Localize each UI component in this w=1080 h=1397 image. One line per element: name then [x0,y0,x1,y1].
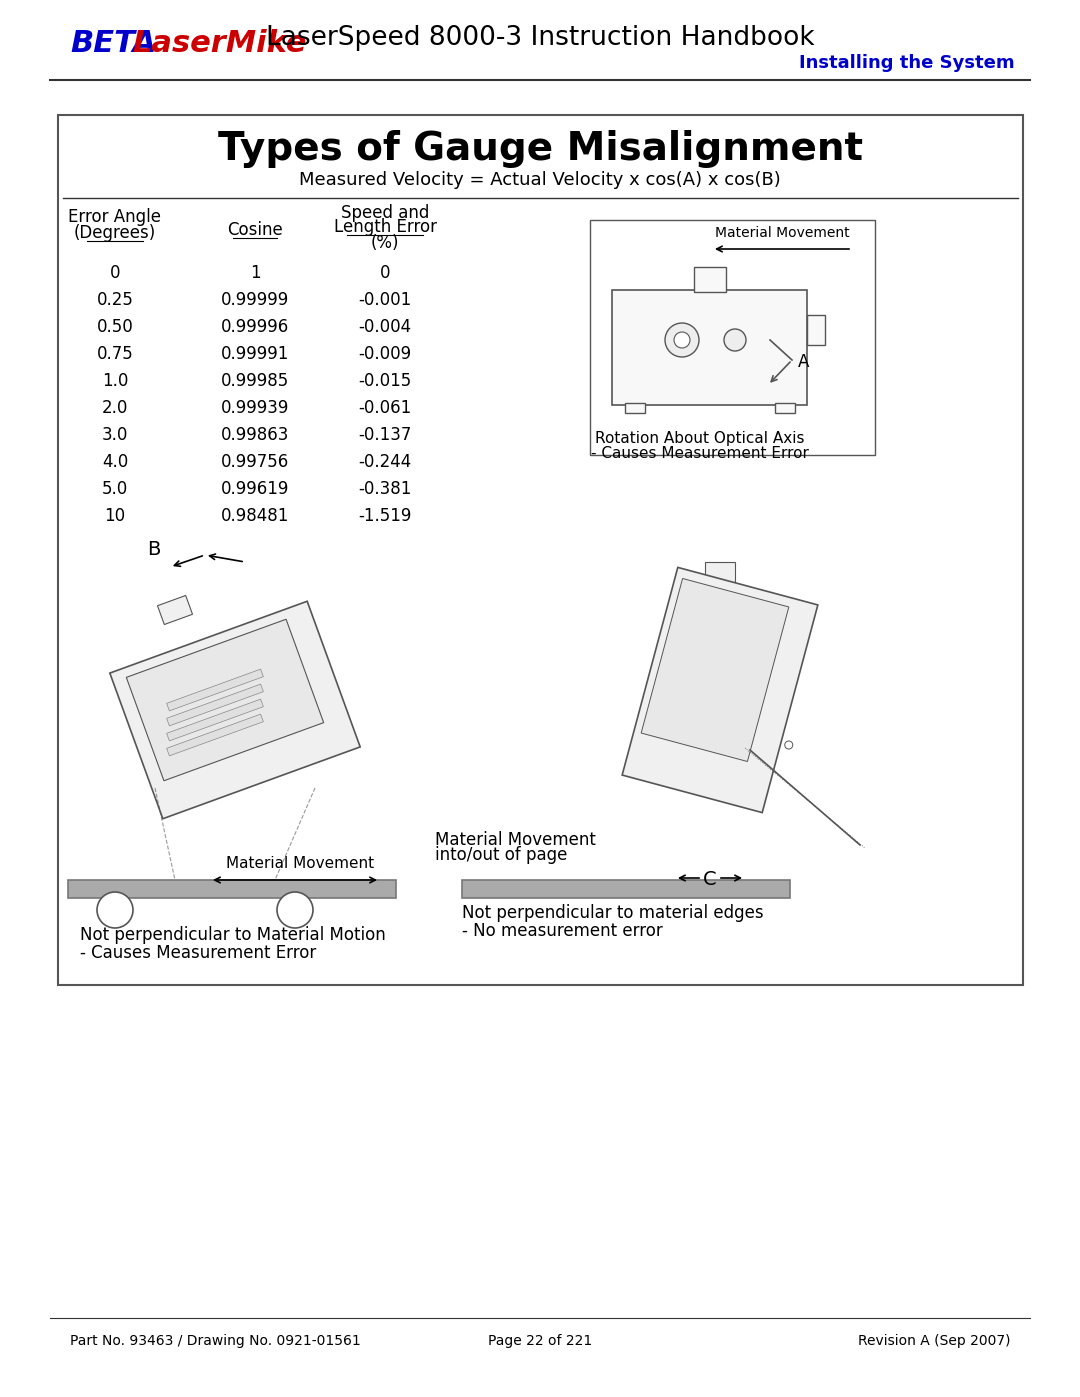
Circle shape [785,740,793,749]
Text: 0.99991: 0.99991 [220,345,289,363]
Text: 1: 1 [249,264,260,282]
Text: 0.75: 0.75 [96,345,133,363]
Text: Not perpendicular to Material Motion: Not perpendicular to Material Motion [80,926,386,944]
Text: 0.25: 0.25 [96,291,134,309]
Text: Material Movement: Material Movement [715,226,849,240]
FancyBboxPatch shape [58,115,1023,985]
Text: Speed and: Speed and [341,204,429,222]
Text: Cosine: Cosine [227,221,283,239]
Polygon shape [158,595,192,624]
Text: Error Angle: Error Angle [68,208,162,226]
Bar [625,402,645,414]
Text: 0.50: 0.50 [96,319,133,337]
Bar [775,402,795,414]
Text: 0.99619: 0.99619 [220,481,289,497]
Text: - No measurement error: - No measurement error [462,922,663,940]
Circle shape [766,666,774,673]
Text: Part No. 93463 / Drawing No. 0921-01561: Part No. 93463 / Drawing No. 0921-01561 [70,1334,361,1348]
Text: 1.0: 1.0 [102,372,129,390]
Bar [68,880,396,898]
Text: 0.99939: 0.99939 [220,400,289,416]
Text: into/out of page: into/out of page [435,847,567,863]
Polygon shape [166,685,264,726]
Text: BETA: BETA [70,29,157,59]
Text: 0.98481: 0.98481 [220,507,289,525]
Text: -1.519: -1.519 [359,507,411,525]
Text: Types of Gauge Misalignment: Types of Gauge Misalignment [217,130,863,168]
Polygon shape [166,714,264,756]
Text: -0.381: -0.381 [359,481,411,497]
Text: 0: 0 [380,264,390,282]
Text: Material Movement: Material Movement [226,856,374,870]
Text: Rotation About Optical Axis: Rotation About Optical Axis [595,432,805,446]
Text: A: A [798,353,809,372]
Text: -0.244: -0.244 [359,453,411,471]
Text: LaserSpeed 8000-3 Instruction Handbook: LaserSpeed 8000-3 Instruction Handbook [266,25,814,52]
Polygon shape [110,601,360,819]
Circle shape [665,323,699,358]
Bar [694,267,726,292]
Circle shape [754,616,761,624]
Polygon shape [166,669,264,711]
Text: Material Movement: Material Movement [435,831,596,849]
Polygon shape [126,619,324,781]
Circle shape [724,330,746,351]
Text: 0.99756: 0.99756 [221,453,289,471]
Circle shape [674,332,690,348]
Circle shape [759,641,768,650]
Text: -0.001: -0.001 [359,291,411,309]
Text: 0.99863: 0.99863 [220,426,289,444]
Bar [807,314,825,345]
Polygon shape [622,567,818,813]
Text: 4.0: 4.0 [102,453,129,471]
Text: -0.004: -0.004 [359,319,411,337]
Circle shape [772,692,780,698]
Text: C: C [703,870,717,888]
Text: -0.015: -0.015 [359,372,411,390]
Bar [612,291,807,405]
Text: (Degrees): (Degrees) [73,224,157,242]
Text: - Causes Measurement Error: - Causes Measurement Error [80,944,316,963]
Text: 5.0: 5.0 [102,481,129,497]
Text: Not perpendicular to material edges: Not perpendicular to material edges [462,904,764,922]
Text: 0.99999: 0.99999 [221,291,289,309]
Text: (%): (%) [370,235,400,251]
Text: 0.99985: 0.99985 [221,372,289,390]
Text: Measured Velocity = Actual Velocity x cos(A) x cos(B): Measured Velocity = Actual Velocity x co… [299,170,781,189]
Polygon shape [166,698,264,740]
Text: 2.0: 2.0 [102,400,129,416]
Polygon shape [642,578,788,761]
Bar [462,880,789,898]
Text: 3.0: 3.0 [102,426,129,444]
Text: 0: 0 [110,264,120,282]
Text: Length Error: Length Error [334,218,436,236]
Bar [590,219,875,455]
Circle shape [779,717,786,724]
Text: Page 22 of 221: Page 22 of 221 [488,1334,592,1348]
Bar [705,562,735,583]
Text: 0.99996: 0.99996 [221,319,289,337]
Circle shape [276,893,313,928]
Circle shape [97,893,133,928]
Text: Installing the System: Installing the System [799,54,1015,73]
Text: LaserMike: LaserMike [132,29,307,59]
Text: B: B [147,541,160,559]
Text: -0.137: -0.137 [359,426,411,444]
Text: 10: 10 [105,507,125,525]
Text: Revision A (Sep 2007): Revision A (Sep 2007) [858,1334,1010,1348]
Text: -0.009: -0.009 [359,345,411,363]
Text: - Causes Measurement Error: - Causes Measurement Error [591,446,809,461]
Text: -0.061: -0.061 [359,400,411,416]
